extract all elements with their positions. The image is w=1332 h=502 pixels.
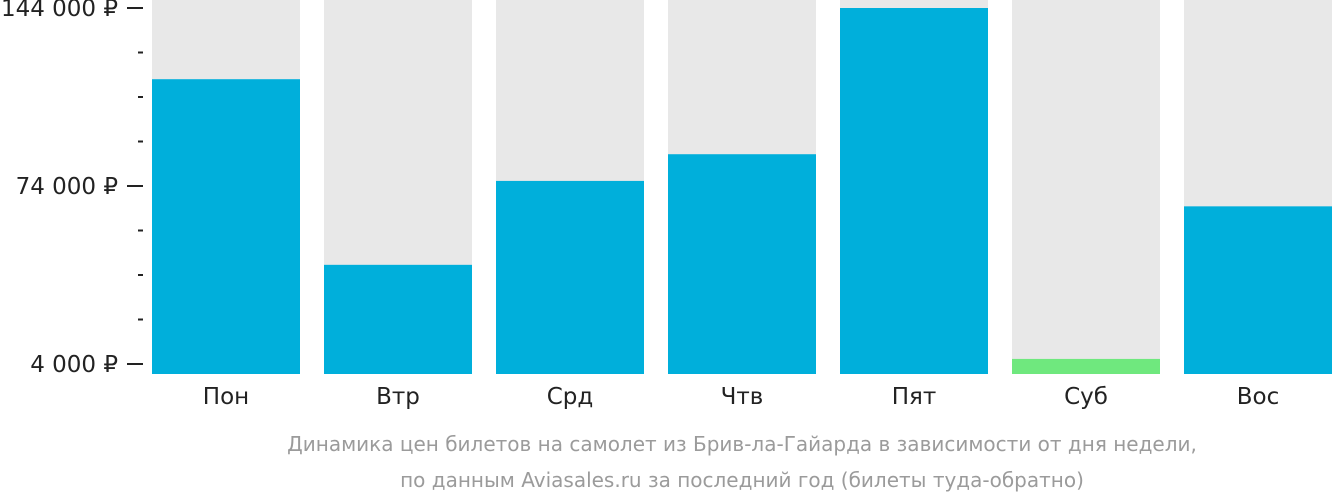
y-tick-label: 4 000 ₽ (30, 352, 118, 378)
price-by-weekday-chart: 4 000 ₽ 74 000 ₽ 144 000 ₽ Пон Втр Срд Чтв Пят… (1, 0, 1332, 410)
bar (1012, 358, 1160, 374)
bars (152, 8, 1332, 374)
x-tick-label: Суб (1064, 384, 1108, 410)
chart-caption-line-2: по данным Aviasales.ru за последний год … (400, 468, 1084, 492)
x-tick-label: Вос (1237, 384, 1280, 410)
bar (1184, 206, 1332, 374)
x-tick-label: Чтв (721, 384, 764, 410)
bar (152, 79, 300, 374)
bar (840, 8, 988, 374)
bar (496, 180, 644, 374)
x-tick-label: Пон (203, 384, 249, 410)
y-tick-label: 144 000 ₽ (1, 0, 118, 22)
bar (324, 264, 472, 374)
y-axis: 4 000 ₽ 74 000 ₽ 144 000 ₽ (1, 0, 143, 378)
x-tick-label: Пят (892, 384, 937, 410)
chart-caption-line-1: Динамика цен билетов на самолет из Брив-… (287, 432, 1197, 456)
bar (668, 154, 816, 374)
x-tick-label: Срд (547, 384, 594, 410)
y-tick-label: 74 000 ₽ (16, 174, 118, 200)
x-axis: Пон Втр Срд Чтв Пят Суб Вос (203, 384, 1279, 410)
bar-track (1012, 0, 1160, 374)
x-tick-label: Втр (376, 384, 420, 410)
